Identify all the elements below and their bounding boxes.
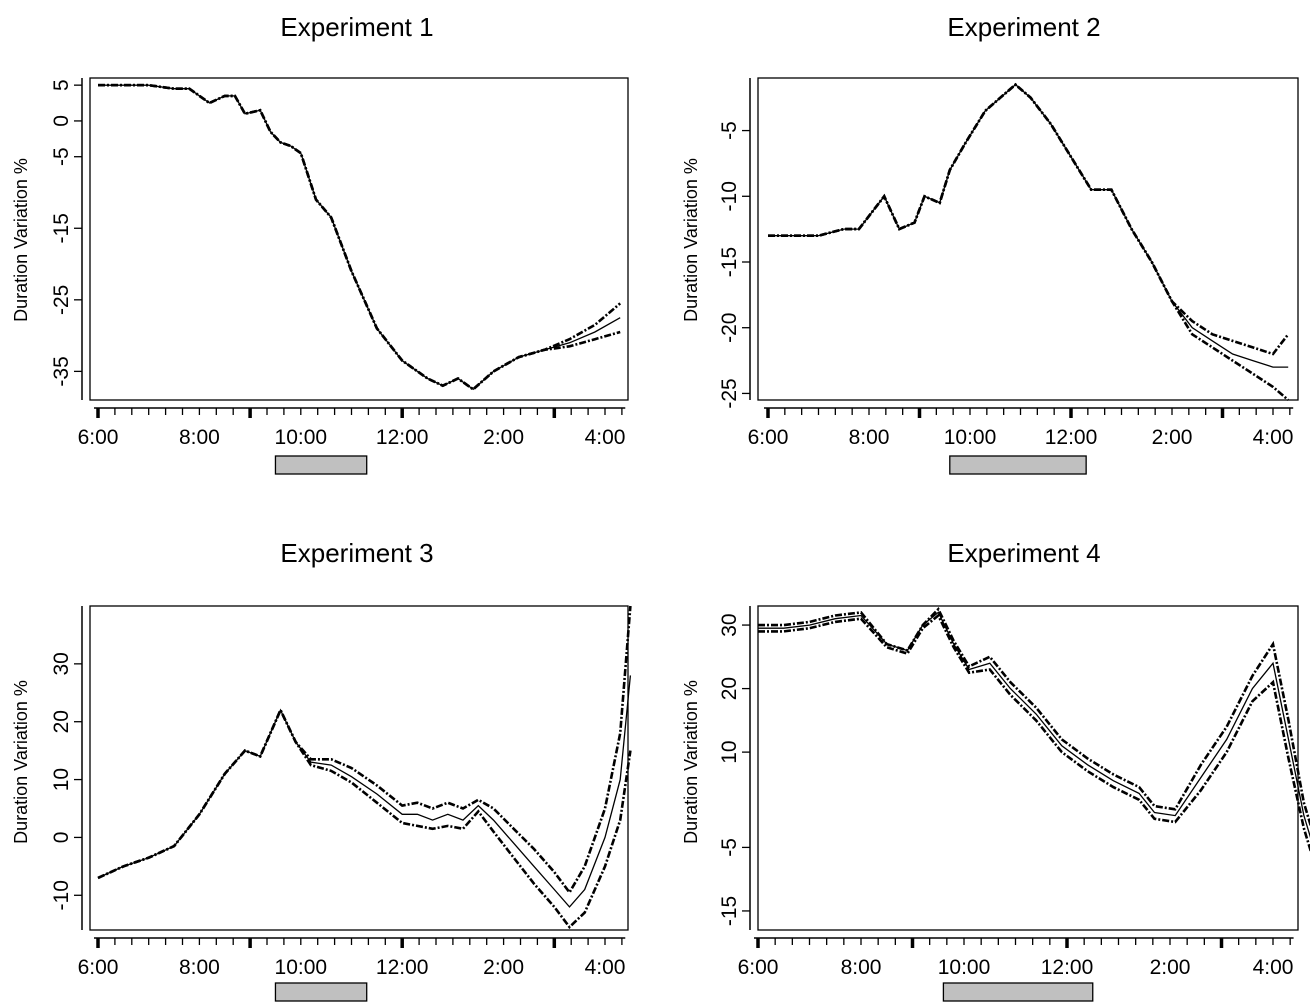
x-tick-label: 6:00 (748, 426, 789, 449)
y-tick-label: -5 (50, 147, 73, 166)
x-tick-label: 10:00 (938, 956, 991, 979)
series-fit-line (768, 83, 1289, 368)
chart-panel-3: Experiment 3 Duration Variation % 6:00 8:00… (11, 538, 632, 1002)
y-tick-label: -5 (718, 838, 741, 857)
y-tick-label: -35 (50, 356, 73, 386)
series-fit-line (98, 84, 621, 391)
series-fit-line (97, 675, 632, 908)
x-tick-label: 8:00 (849, 426, 890, 449)
x-tick-label: 12:00 (376, 956, 429, 979)
y-tick-label: -5 (718, 121, 741, 140)
y-tick-label: -15 (50, 213, 73, 243)
y-tick-label: 30 (50, 652, 73, 675)
y-tick-label: -15 (718, 247, 741, 277)
y-tick-label: 20 (50, 710, 73, 733)
y-axis-label: Duration Variation % (11, 158, 31, 322)
y-axis-label: Duration Variation % (11, 680, 31, 844)
x-tick-label: 10:00 (944, 426, 997, 449)
x-tick-label: 10:00 (275, 956, 328, 979)
plot-frame (757, 77, 1299, 401)
chart-title: Experiment 2 (947, 12, 1100, 42)
chart-panel-1: Experiment 1 Duration Variation % 6:00 8:00… (11, 12, 629, 475)
y-axis-label: Duration Variation % (681, 158, 701, 322)
period-bar (274, 455, 368, 475)
chart-panel-2: Experiment 2 Duration Variation % 6:00 8:00… (681, 12, 1299, 475)
x-tick-label: 12:00 (1041, 956, 1094, 979)
series-upper-line (768, 82, 1290, 356)
y-tick-label: 0 (50, 115, 73, 127)
series-lower-line (98, 83, 621, 391)
chart-title: Experiment 3 (280, 538, 433, 568)
period-bar (942, 982, 1094, 1002)
series-upper-line (758, 606, 1310, 828)
x-tick-label: 8:00 (179, 426, 220, 449)
x-tick-label: 6:00 (78, 426, 119, 449)
y-tick-label: 0 (50, 832, 73, 844)
chart-title: Experiment 4 (947, 538, 1100, 568)
series-upper-line (98, 83, 622, 391)
y-tick-label: -10 (50, 880, 73, 910)
series-upper-line (97, 605, 632, 895)
y-tick-label: -20 (718, 313, 741, 343)
x-tick-label: 12:00 (1045, 426, 1098, 449)
x-tick-label: 2:00 (483, 956, 524, 979)
x-tick-label: 8:00 (841, 956, 882, 979)
period-bar (949, 455, 1087, 475)
y-tick-label: 30 (718, 613, 741, 636)
y-tick-label: -25 (718, 378, 741, 408)
series-lower-line (97, 706, 632, 930)
x-tick-label: 4:00 (1253, 956, 1294, 979)
y-tick-label: -15 (718, 896, 741, 926)
x-tick-label: 6:00 (738, 956, 779, 979)
series-lower-line (768, 82, 1290, 401)
y-tick-label: 10 (50, 768, 73, 791)
period-bar (274, 982, 368, 1002)
x-tick-label: 2:00 (1152, 426, 1193, 449)
x-tick-label: 2:00 (483, 426, 524, 449)
x-tick-label: 8:00 (179, 956, 220, 979)
y-axis-label: Duration Variation % (681, 680, 701, 844)
chart-panel-4: Experiment 4 Duration Variation % 6:00 8:00… (681, 538, 1310, 1002)
y-tick-label: 10 (718, 740, 741, 763)
y-tick-label: -25 (50, 285, 73, 315)
plot-frame (89, 77, 629, 401)
chart-title: Experiment 1 (280, 12, 433, 42)
series-lower-line (758, 613, 1310, 854)
series-fit-line (758, 611, 1310, 839)
x-tick-label: 4:00 (585, 426, 626, 449)
y-tick-label: 20 (718, 677, 741, 700)
x-tick-label: 2:00 (1150, 956, 1191, 979)
x-tick-label: 10:00 (275, 426, 328, 449)
y-tick-label: 5 (50, 79, 73, 91)
y-tick-label: -10 (718, 181, 741, 211)
x-tick-label: 4:00 (1253, 426, 1294, 449)
x-tick-label: 12:00 (376, 426, 429, 449)
x-tick-label: 4:00 (585, 956, 626, 979)
x-tick-label: 6:00 (78, 956, 119, 979)
